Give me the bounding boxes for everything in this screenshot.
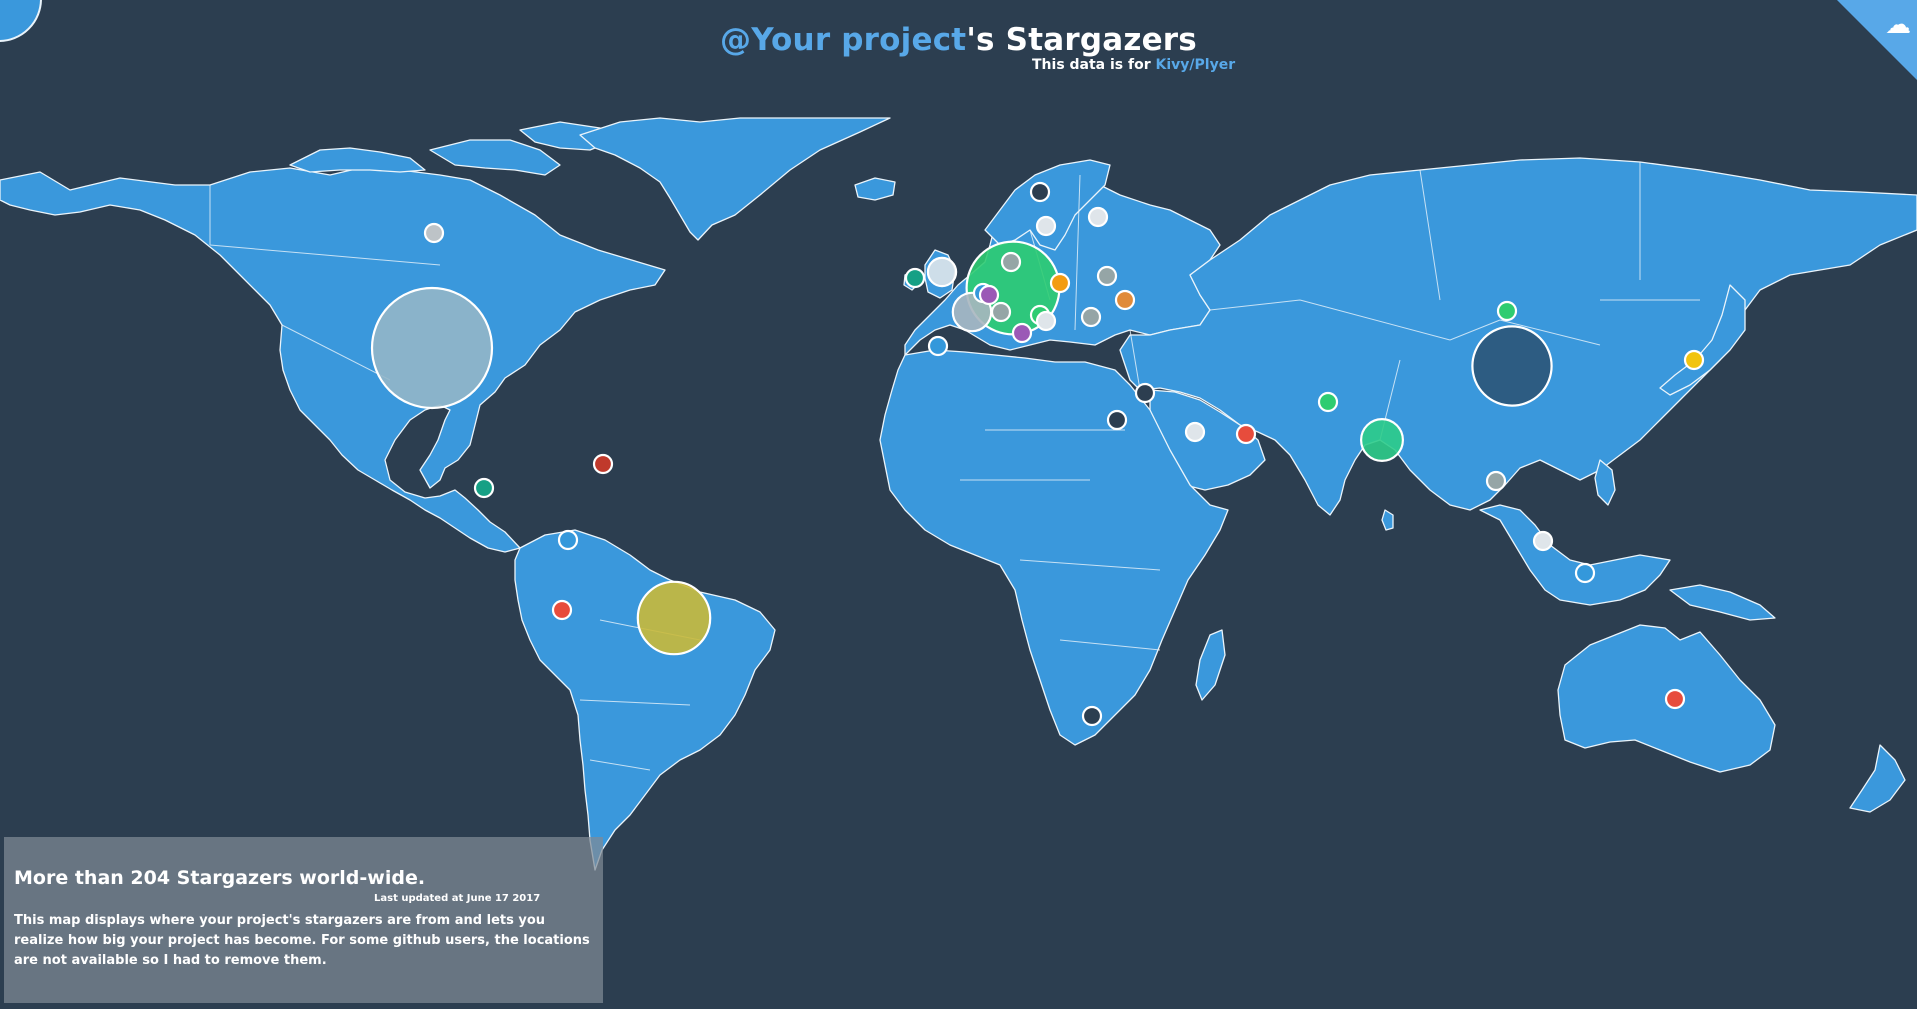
land-greenland (579, 117, 891, 241)
bubble-thailand[interactable] (1485, 470, 1507, 492)
bubble-saudi-arabia[interactable] (1184, 421, 1206, 443)
bubble-belarus[interactable] (1096, 265, 1118, 287)
bubble-sweden[interactable] (1035, 215, 1057, 237)
bubble-croatia[interactable] (1035, 310, 1057, 332)
bubble-brazil[interactable] (636, 580, 712, 656)
land-north-america (0, 167, 666, 553)
github-corner-ribbon[interactable] (1837, 0, 1917, 80)
repo-link[interactable]: Kivy/Plyer (1155, 57, 1236, 73)
land-scandinavia (984, 159, 1111, 251)
title-accent: @Your project (720, 22, 967, 58)
page-subtitle: This data is for Kivy/Plyer (1032, 57, 1235, 73)
bubble-colombia[interactable] (557, 529, 579, 551)
bubble-japan[interactable] (1683, 349, 1705, 371)
subtitle-prefix: This data is for (1032, 57, 1156, 73)
bubble-switzerland[interactable] (990, 301, 1012, 323)
info-headline: More than 204 Stargazers world-wide. (14, 867, 426, 889)
bubble-united-states[interactable] (370, 286, 494, 410)
octocat-icon[interactable]: ☁ (1885, 10, 1911, 40)
land-south-america (514, 529, 776, 871)
bubble-turkey-sea[interactable] (1134, 382, 1156, 404)
bubble-uae[interactable] (1235, 423, 1257, 445)
page-title: @Your project's Stargazers (0, 22, 1917, 58)
land-philippines (1594, 459, 1616, 506)
bubble-romania[interactable] (1080, 306, 1102, 328)
bubble-peru[interactable] (551, 599, 573, 621)
land-canadian-arctic (289, 121, 616, 176)
bubble-china[interactable] (1471, 325, 1553, 407)
info-description: This map displays where your project's s… (14, 913, 590, 968)
stargazer-bubbles (370, 181, 1705, 727)
bubble-pakistan[interactable] (1317, 391, 1339, 413)
bubble-ireland[interactable] (904, 267, 926, 289)
land-africa (879, 349, 1229, 746)
bubble-india[interactable] (1359, 418, 1404, 463)
bubble-italy[interactable] (1011, 322, 1033, 344)
bubble-finland[interactable] (1087, 206, 1109, 228)
land-southeast-asia (1479, 504, 1671, 606)
info-panel: More than 204 Stargazers world-wide. Las… (4, 837, 603, 1003)
bubble-mexico-guatemala[interactable] (473, 477, 495, 499)
bubble-mongolia[interactable] (1496, 300, 1518, 322)
bubble-south-africa[interactable] (1081, 705, 1103, 727)
land-iceland (854, 177, 896, 201)
bubble-canada[interactable] (423, 222, 445, 244)
land-sri-lanka (1381, 509, 1394, 531)
last-updated: Last updated at June 17 2017 (374, 893, 541, 904)
bubble-egypt[interactable] (1106, 409, 1128, 431)
land-japan (1659, 284, 1746, 396)
land-madagascar (1195, 629, 1226, 701)
header: @Your project's Stargazers (0, 22, 1917, 58)
bubble-united-kingdom[interactable] (926, 256, 958, 288)
bubble-spain[interactable] (927, 335, 949, 357)
land-new-zealand (1849, 744, 1906, 813)
bubble-poland[interactable] (1049, 272, 1071, 294)
title-rest: 's Stargazers (966, 22, 1197, 58)
bubble-australia[interactable] (1664, 688, 1686, 710)
bubble-netherlands[interactable] (1000, 251, 1022, 273)
bubble-ukraine[interactable] (1114, 289, 1136, 311)
bubble-dominican-republic[interactable] (592, 453, 614, 475)
land-new-guinea (1669, 584, 1776, 621)
bubble-malaysia[interactable] (1532, 530, 1554, 552)
bubble-norway[interactable] (1029, 181, 1051, 203)
bubble-luxembourg[interactable] (978, 284, 1000, 306)
bubble-indonesia[interactable] (1574, 562, 1596, 584)
landmasses (0, 117, 1917, 871)
